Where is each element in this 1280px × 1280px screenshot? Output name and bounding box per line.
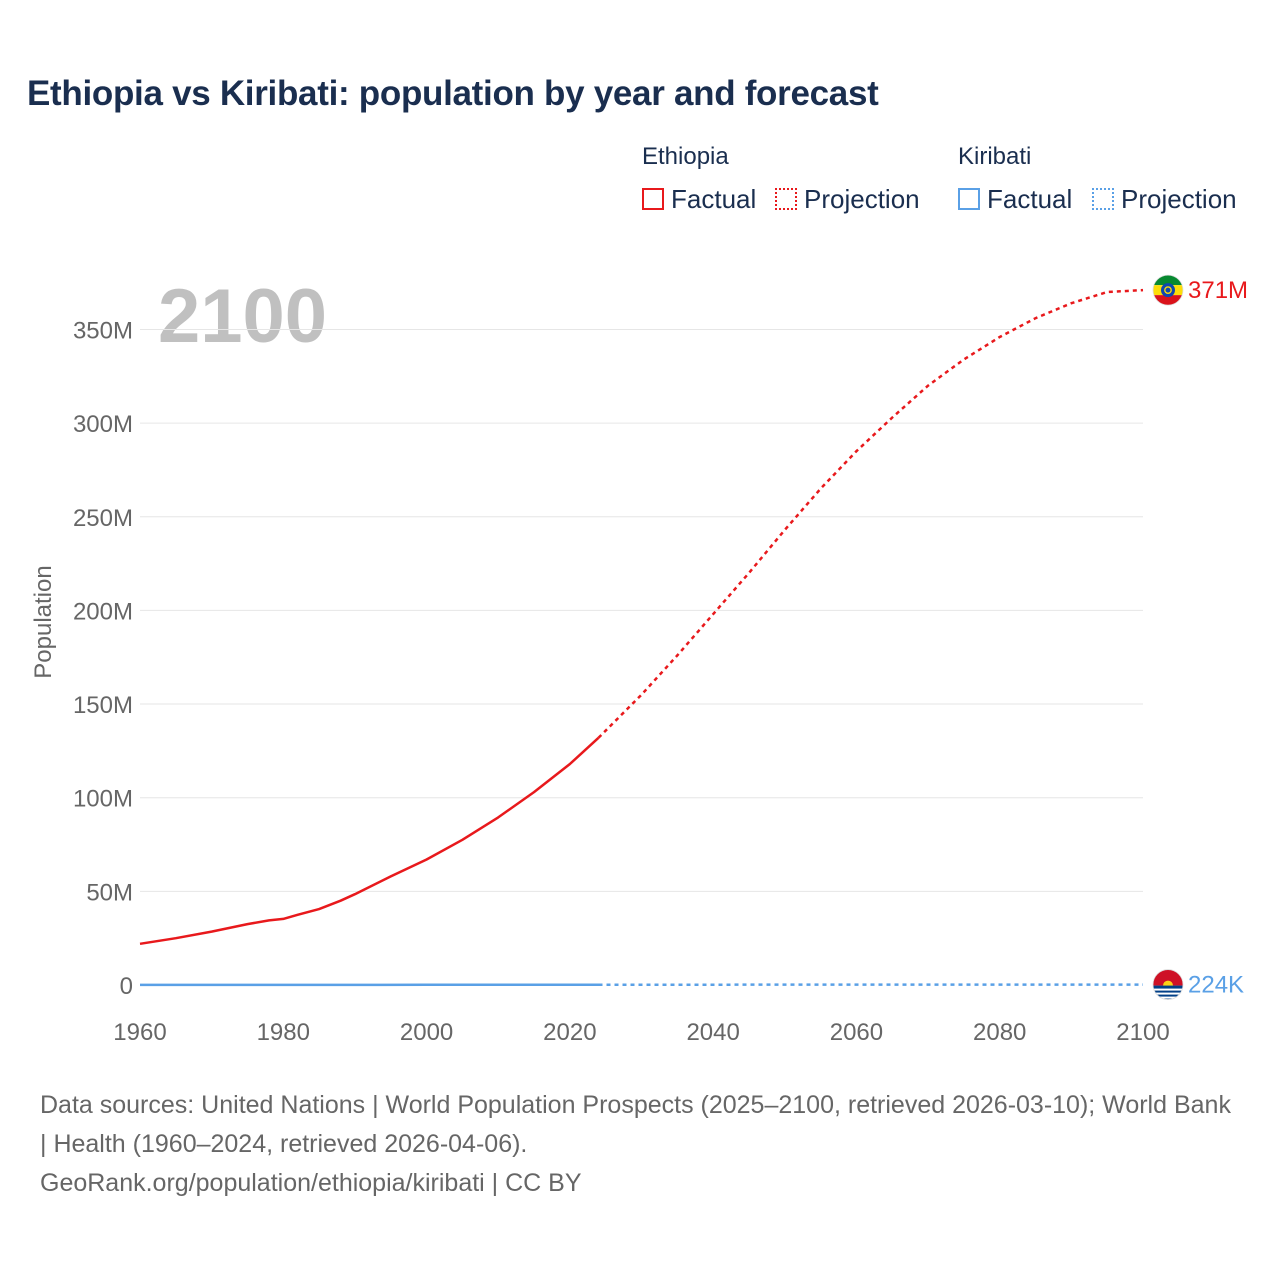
- ethiopia-projection-line: [597, 288, 1144, 739]
- y-tick-label: 300M: [73, 411, 133, 438]
- ethiopia-flag: [1152, 274, 1184, 306]
- x-tick-label: 2100: [1116, 1019, 1169, 1046]
- y-tick-label: 50M: [86, 879, 133, 906]
- legend-swatch-solid: [642, 188, 664, 210]
- ethiopia-end-label: 371M: [1188, 277, 1248, 304]
- y-tick-label: 200M: [73, 598, 133, 625]
- legend-group-kiribati: Kiribati: [958, 143, 1032, 170]
- legend-ethiopia-factual[interactable]: Factual: [642, 183, 757, 214]
- legend-label: Projection: [1121, 183, 1237, 214]
- flag-stripe-red: [1153, 295, 1183, 306]
- y-tick-label: 250M: [73, 505, 133, 532]
- legend-label: Factual: [671, 183, 757, 214]
- legend-kiribati-factual[interactable]: Factual: [958, 183, 1073, 214]
- flag-body: [1153, 969, 1183, 1000]
- legend-swatch-solid: [958, 188, 980, 210]
- y-tick-label: 0: [120, 973, 133, 1000]
- flag-outline: [1152, 274, 1184, 306]
- flag-emblem-disc: [1161, 283, 1175, 298]
- x-tick-label: 1960: [113, 1019, 166, 1046]
- x-tick-label: 2020: [543, 1019, 596, 1046]
- x-tick-label: 2000: [400, 1019, 453, 1046]
- source-note: Data sources: United Nations | World Pop…: [40, 1086, 1240, 1203]
- x-tick-label: 2060: [830, 1019, 883, 1046]
- y-axis-title: Population: [30, 565, 57, 678]
- flag-wave: [1153, 992, 1183, 995]
- source-url[interactable]: GeoRank.org/population/ethiopia/kiribati…: [40, 1169, 582, 1197]
- flag-wave: [1153, 988, 1183, 991]
- flag-body: [1153, 275, 1183, 306]
- year-watermark: 2100: [158, 274, 327, 359]
- ethiopia-factual-line: [139, 736, 600, 946]
- x-tick-label: 1980: [257, 1019, 310, 1046]
- legend-ethiopia-projection[interactable]: Projection: [775, 183, 920, 214]
- x-tick-label: 2080: [973, 1019, 1026, 1046]
- kiribati-flag: [1152, 969, 1184, 1000]
- source-text: Data sources: United Nations | World Pop…: [40, 1091, 1231, 1158]
- legend-label: Factual: [987, 183, 1073, 214]
- x-tick-label: 2040: [686, 1019, 739, 1046]
- legend-kiribati-projection[interactable]: Projection: [1092, 183, 1237, 214]
- flag-stripe-green: [1153, 275, 1183, 286]
- chart-title: Ethiopia vs Kiribati: population by year…: [27, 74, 879, 113]
- kiribati-end-label: 224K: [1188, 972, 1244, 999]
- y-tick-label: 100M: [73, 786, 133, 813]
- y-tick-label: 350M: [73, 317, 133, 344]
- flag-wave: [1153, 996, 1183, 999]
- legend-group-ethiopia: Ethiopia: [642, 143, 729, 170]
- flag-outline: [1152, 969, 1184, 1000]
- legend-swatch-dotted: [775, 188, 797, 210]
- flag-sky-red: [1153, 969, 1183, 986]
- legend-label: Projection: [804, 183, 920, 214]
- population-chart: 2100 0 50M 100M 150M 200M 250M 300M 350M 1960 1980…: [30, 274, 1248, 1046]
- y-tick-label: 150M: [73, 692, 133, 719]
- legend-swatch-dotted: [1092, 188, 1114, 210]
- flag-emblem-star: [1164, 286, 1172, 295]
